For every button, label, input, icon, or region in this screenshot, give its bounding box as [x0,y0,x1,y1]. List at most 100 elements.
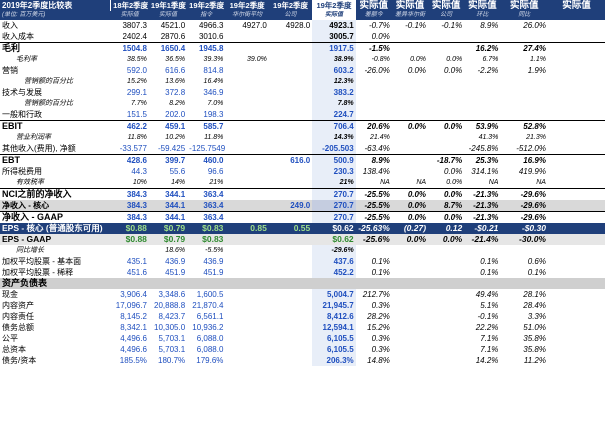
cell [500,98,548,109]
cell [428,322,464,333]
col-header-9: 实际值 [428,0,465,11]
subheader-1: 实际值 [110,11,149,20]
cell [548,355,605,366]
cell: 1.9% [527,66,546,75]
cell: 21,945.7 [312,300,356,311]
cell [225,87,268,98]
cell [428,267,464,278]
table-row: EPS - 核心 (普通股东可用) $0.88 $0.79 $0.83 0.85 0.55… [0,223,605,234]
cell: 616.6 [165,66,186,75]
cell [547,234,605,245]
subheader-3: 指令 [187,11,226,20]
cell: 5,004.7 [312,289,356,300]
cell [428,31,464,43]
cell: 270.7 [312,188,356,200]
cell: 20,888.8 [154,301,186,310]
cell: -0.8% [371,56,390,63]
cell [500,245,548,256]
col-header-7: 实际值 [355,0,392,11]
cell: 20.6% [355,120,392,132]
cell: (0.27) [391,223,429,234]
cell: 22.2% [475,323,499,332]
cell [548,300,605,311]
cell: 16.9% [500,154,548,166]
cell [225,311,268,322]
table-row: 债务/资本 185.5% 180.7% 179.6% 206.3% 14.8% 14.2% 1… [0,355,605,366]
cell [225,31,268,43]
cell: -205.503 [312,143,356,155]
cell [428,42,465,54]
cell: -25.6% [355,234,392,245]
cell: 1945.8 [187,42,226,54]
cell: 10,305.0 [154,323,186,332]
cell [392,333,428,344]
cell: 372.8 [165,88,186,97]
cell: 7.1% [480,334,499,343]
cell [269,87,312,98]
cell: $0.62 [312,234,356,245]
table-row: 收入成本 2402.4 2870.6 3010.6 3005.7 0.0% [0,31,605,43]
cell: 0.0% [407,66,427,75]
cell: 53.9% [464,120,501,132]
cell [225,42,269,54]
cell [464,109,500,121]
cell: 39.0% [246,56,267,63]
col-header-10: 实际值 [464,0,501,11]
cell: 363.4 [187,200,226,212]
cell: -125.7549 [189,144,226,153]
cell [428,256,464,267]
cell [392,87,428,98]
table-row: 加权平均股票 - 基本面 435.1 436.9 436.9 437.6 0.1% 0.1%… [0,256,605,267]
cell: 21.3% [526,134,546,141]
col-header-8: 实际值 [391,0,429,11]
row-label: 债务/资本 [2,356,37,365]
cell: 270.7 [312,200,356,212]
col-header-5: 19年2季度 [268,0,313,11]
cell [548,20,605,31]
cell: 0.0% [446,179,463,186]
cell: 0.1% [371,268,390,277]
cell: NA [380,179,390,186]
cell: -245.8% [468,144,499,153]
cell [392,245,428,256]
cell [391,278,429,289]
cell: 5,703.1 [158,334,186,343]
cell [464,245,500,256]
cell [428,109,464,121]
subheader-12 [547,11,605,20]
cell [428,76,464,87]
table-row: 债务总额 8,342.1 10,305.0 10,936.2 12,594.1 15.2%… [0,322,605,333]
table-row: 净收入 - 核心 384.3 344.1 363.4 249.0 270.7 -25.5% 0… [0,200,605,212]
cell: 363.4 [187,211,226,223]
cell [548,87,605,98]
table-row: 公平 4,496.6 5,703.1 6,088.0 6,105.5 0.3% 7.1% 35… [0,333,605,344]
cell [392,289,428,300]
cell: 4923.1 [312,20,356,31]
cell: 224.7 [312,109,356,121]
col-header-4: 19年2季度 [225,0,269,11]
cell: 436.9 [203,257,224,266]
col-header-2: 19年1季度 [148,0,188,11]
table-row: 营销额的百分比 7.7% 8.2% 7.0% 7.8% [0,98,605,109]
cell [428,344,464,355]
cell: 0.0% [446,56,463,63]
cell: 452.2 [312,267,356,278]
cell: 180.7% [158,356,186,365]
cell [547,42,605,54]
cell: 5.1% [480,301,499,310]
cell: 18.6% [165,247,186,254]
cell: 16.4% [203,78,224,85]
cell: 0.0% [391,120,429,132]
cell: -29.6% [312,245,356,256]
cell: 0.0% [428,188,465,200]
cell: 14% [171,179,186,186]
cell [110,278,149,289]
cell: 0.0% [391,211,429,223]
section-title: 资产负债表 [0,278,111,289]
cell [225,76,268,87]
row-label: EBIT [0,120,111,132]
cell: 21,870.4 [192,301,224,310]
cell: 10% [132,179,147,186]
cell [225,120,269,132]
cell: 49.4% [475,290,499,299]
